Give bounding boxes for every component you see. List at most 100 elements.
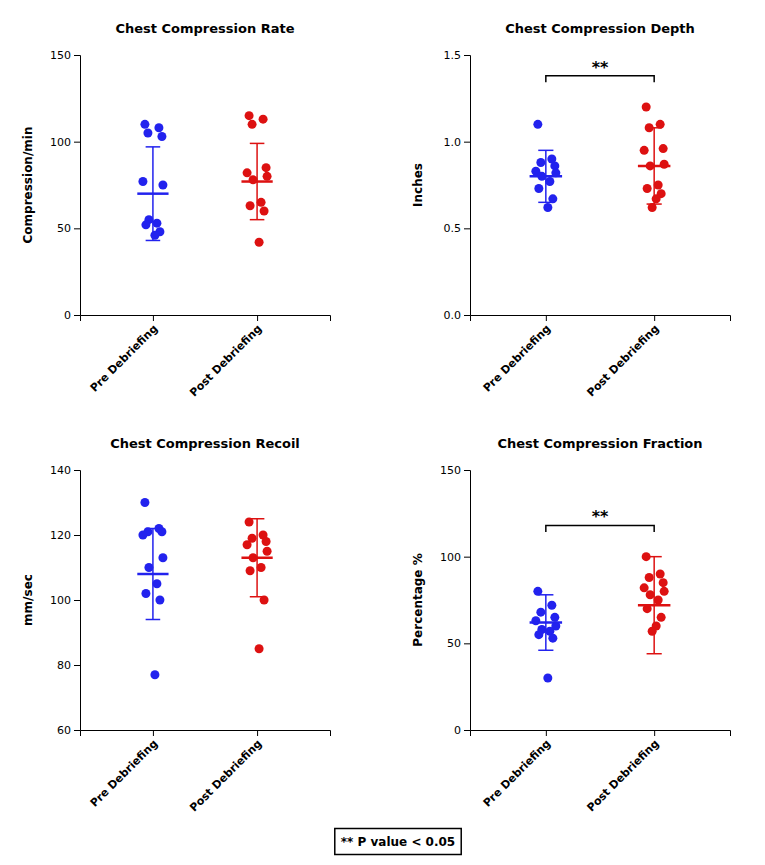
tick-mark <box>464 315 470 316</box>
tick-label: Pre Debriefing <box>481 737 554 810</box>
significance-label: ** <box>592 507 609 526</box>
dot <box>548 194 557 203</box>
dot <box>152 579 161 588</box>
x-tick: Post Debriefing <box>584 730 661 814</box>
tick-label: 120 <box>50 529 71 542</box>
tick-mark <box>74 55 80 56</box>
chart-title: Chest Compression Depth <box>505 21 695 36</box>
dot <box>654 181 663 190</box>
axis-line <box>471 316 731 322</box>
dot <box>248 120 257 129</box>
dot <box>260 596 269 605</box>
chart-title: Chest Compression Recoil <box>110 436 300 451</box>
tick-label: 0 <box>454 724 461 737</box>
significance-label: ** <box>592 58 609 77</box>
axis-line <box>81 731 331 737</box>
axis-line <box>81 316 331 322</box>
dot <box>645 573 654 582</box>
dot <box>243 540 252 549</box>
tick-mark <box>257 315 258 321</box>
tick-mark <box>464 557 470 558</box>
y-axis: 6080100120140 <box>50 464 81 737</box>
dot <box>536 158 545 167</box>
axis-line <box>74 56 81 316</box>
dot <box>143 129 152 138</box>
tick-label: Post Debriefing <box>584 737 661 814</box>
dot <box>652 194 661 203</box>
x-tick: Pre Debriefing <box>88 730 161 810</box>
tick-label: 1.0 <box>444 136 462 149</box>
y-axis-title: Percentage % <box>411 553 425 646</box>
y-tick: 150 <box>50 49 80 62</box>
mean-line <box>530 621 563 624</box>
mean-line <box>638 165 671 168</box>
tick-label: Pre Debriefing <box>481 322 554 395</box>
tick-mark <box>654 730 655 736</box>
tick-mark <box>153 730 154 736</box>
dot <box>642 103 651 112</box>
y-tick: 140 <box>50 464 80 477</box>
tick-label: 0.5 <box>444 222 462 235</box>
tick-label: 0.0 <box>444 309 462 322</box>
y-tick: 0 <box>64 309 80 322</box>
dot <box>543 203 552 212</box>
marks <box>530 525 671 682</box>
dot <box>654 596 663 605</box>
y-tick: 100 <box>440 551 470 564</box>
tick-label: 150 <box>440 464 461 477</box>
y-axis: 050100150 <box>50 49 81 322</box>
dot <box>534 184 543 193</box>
dot <box>545 177 554 186</box>
error-bar-cap <box>146 146 161 148</box>
dot <box>648 203 657 212</box>
dot <box>534 630 543 639</box>
dot <box>255 644 264 653</box>
dot <box>141 589 150 598</box>
dot <box>531 616 540 625</box>
tick-mark <box>74 600 80 601</box>
y-tick: 100 <box>50 594 80 607</box>
dot <box>140 120 149 129</box>
y-axis: 050100150 <box>440 464 471 737</box>
tick-mark <box>464 228 470 229</box>
panel: 0.00.51.01.5Pre DebriefingPost Debriefin… <box>411 21 731 399</box>
annotation: ** P value < 0.05 <box>341 835 455 849</box>
tick-mark <box>74 730 80 731</box>
dot <box>141 220 150 229</box>
dot <box>645 123 654 132</box>
annotation-box <box>335 829 461 855</box>
dot <box>249 175 258 184</box>
tick-mark <box>74 315 80 316</box>
y-tick: 120 <box>50 529 80 542</box>
y-tick: 0 <box>454 724 470 737</box>
dot <box>150 231 159 240</box>
dot <box>656 120 665 129</box>
tick-label: 150 <box>50 49 71 62</box>
tick-label: 0 <box>64 309 71 322</box>
tick-label: 80 <box>57 659 71 672</box>
dot <box>158 553 167 562</box>
dot <box>138 177 147 186</box>
dot <box>245 518 254 527</box>
panel: 6080100120140Pre DebriefingPost Debriefi… <box>21 436 331 814</box>
tick-label: Post Debriefing <box>187 322 264 399</box>
dot <box>547 601 556 610</box>
dot <box>246 566 255 575</box>
axis-line <box>74 471 81 731</box>
tick-mark <box>74 535 80 536</box>
tick-label: 140 <box>50 464 71 477</box>
marks <box>530 76 671 212</box>
dot <box>144 563 153 572</box>
y-axis: 0.00.51.01.5 <box>444 49 471 322</box>
dot <box>257 198 266 207</box>
dot <box>138 531 147 540</box>
dot <box>640 583 649 592</box>
mean-line <box>241 180 272 183</box>
dot <box>257 563 266 572</box>
axis-line <box>471 731 731 737</box>
tick-label: 100 <box>440 551 461 564</box>
dot <box>533 587 542 596</box>
tick-mark <box>464 142 470 143</box>
x-tick: Post Debriefing <box>187 315 264 399</box>
mean-line <box>137 573 168 576</box>
